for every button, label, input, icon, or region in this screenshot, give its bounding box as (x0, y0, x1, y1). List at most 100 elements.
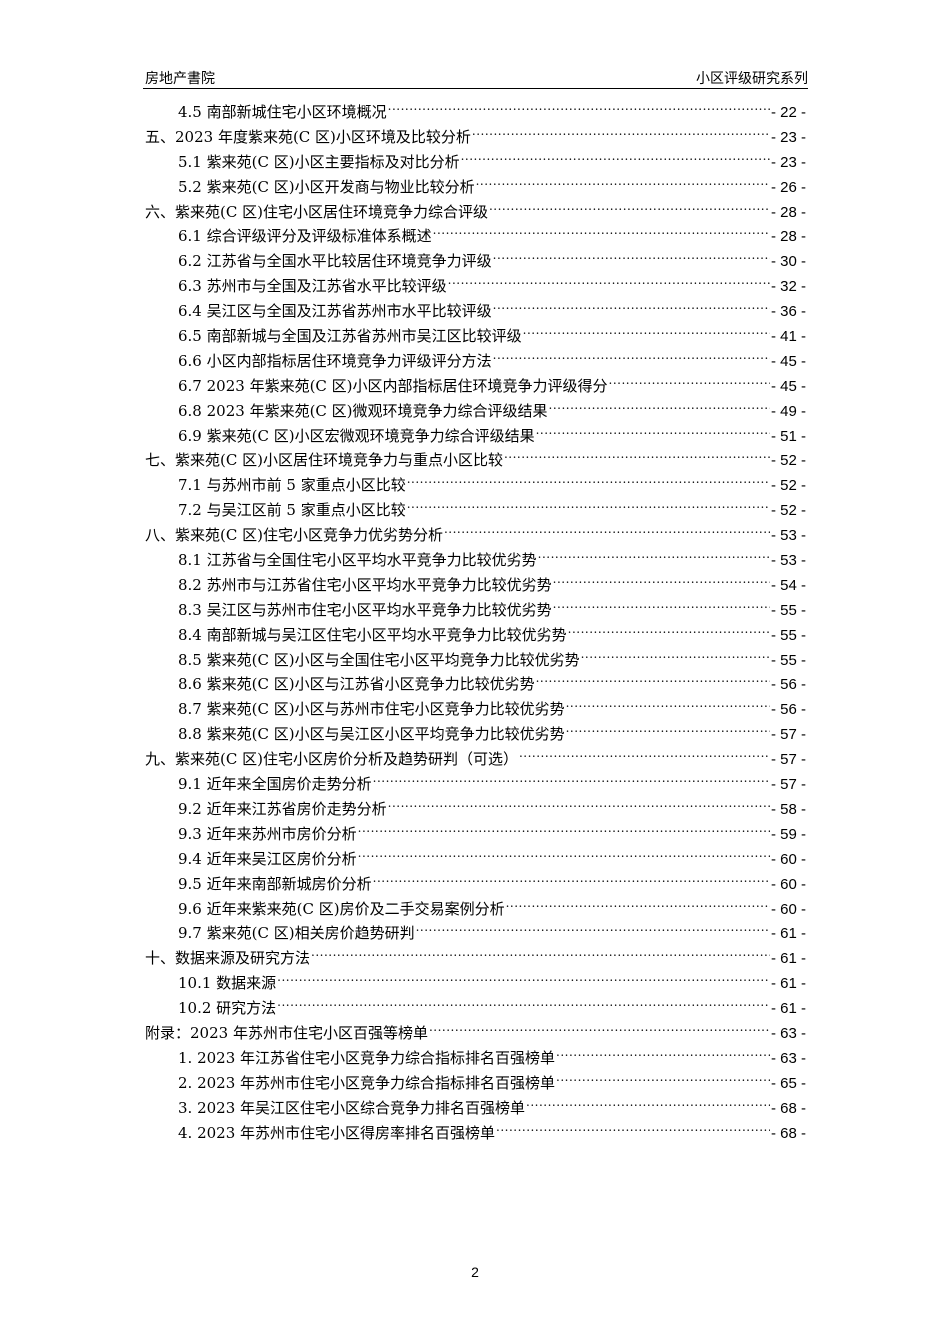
toc-entry[interactable]: 9.2 近年来江苏省房价走势分析 - 58 - (145, 798, 806, 823)
toc-entry-title: 8.3 吴江区与苏州市住宅小区平均水平竞争力比较优劣势 (178, 600, 552, 619)
toc-entry[interactable]: 9.4 近年来吴江区房价分析 - 60 - (145, 848, 806, 873)
toc-dot-leader (277, 997, 770, 1013)
toc-entry[interactable]: 附录：2023 年苏州市住宅小区百强等榜单 - 63 - (145, 1022, 806, 1047)
toc-entry-title: 1. 2023 年江苏省住宅小区竞争力综合指标排名百强榜单 (178, 1048, 556, 1067)
toc-entry-page: - 56 - (770, 701, 806, 719)
toc-dot-leader (277, 972, 770, 988)
toc-entry[interactable]: 8.4 南部新城与吴江区住宅小区平均水平竞争力比较优劣势 - 55 - (145, 624, 806, 649)
toc-entry[interactable]: 3. 2023 年吴江区住宅小区综合竞争力排名百强榜单 - 68 - (145, 1097, 806, 1122)
toc-entry[interactable]: 九、紫来苑(C 区)住宅小区房价分析及趋势研判（可选） - 57 - (145, 748, 806, 773)
toc-entry-title: 附录：2023 年苏州市住宅小区百强等榜单 (145, 1023, 428, 1042)
toc-entry-title: 10.1 数据来源 (178, 974, 277, 993)
toc-entry-page: - 65 - (770, 1074, 806, 1092)
toc-entry[interactable]: 8.7 紫来苑(C 区)小区与苏州市住宅小区竞争力比较优劣势 - 56 - (145, 698, 806, 723)
toc-entry[interactable]: 6.5 南部新城与全国及江苏省苏州市吴江区比较评级 - 41 - (145, 325, 806, 350)
toc-entry[interactable]: 6.9 紫来苑(C 区)小区宏微观环境竞争力综合评级结果 - 51 - (145, 425, 806, 450)
toc-dot-leader (526, 1097, 770, 1113)
toc-entry-title: 6.8 2023 年紫来苑(C 区)微观环境竞争力综合评级结果 (178, 401, 548, 420)
toc-entry-title: 6.6 小区内部指标居住环境竞争力评级评分方法 (178, 351, 492, 370)
toc-entry[interactable]: 6.8 2023 年紫来苑(C 区)微观环境竞争力综合评级结果 - 49 - (145, 400, 806, 425)
toc-entry[interactable]: 8.3 吴江区与苏州市住宅小区平均水平竞争力比较优劣势 - 55 - (145, 599, 806, 624)
toc-entry[interactable]: 8.1 江苏省与全国住宅小区平均水平竞争力比较优劣势 - 53 - (145, 549, 806, 574)
toc-dot-leader (493, 300, 770, 316)
toc-entry[interactable]: 2. 2023 年苏州市住宅小区竞争力综合指标排名百强榜单 - 65 - (145, 1072, 806, 1097)
toc-dot-leader (609, 375, 770, 391)
toc-entry[interactable]: 6.2 江苏省与全国水平比较居住环境竞争力评级 - 30 - (145, 250, 806, 275)
toc-entry-title: 6.1 综合评级评分及评级标准体系概述 (178, 227, 432, 246)
toc-entry-page: - 22 - (770, 104, 806, 121)
toc-dot-leader (538, 549, 770, 565)
toc-entry[interactable]: 6.4 吴江区与全国及江苏省苏州市水平比较评级 - 36 - (145, 300, 806, 325)
toc-entry-page: - 57 - (770, 751, 806, 769)
toc-entry-page: - 60 - (770, 875, 806, 893)
toc-entry-title: 6.2 江苏省与全国水平比较居住环境竞争力评级 (178, 252, 492, 271)
toc-dot-leader (506, 898, 770, 914)
toc-entry[interactable]: 10.1 数据来源 - 61 - (145, 972, 806, 997)
toc-dot-leader (549, 400, 770, 416)
toc-entry-title: 6.5 南部新城与全国及江苏省苏州市吴江区比较评级 (178, 327, 522, 346)
toc-entry-title: 9.5 近年来南部新城房价分析 (178, 874, 372, 893)
toc-entry-title: 7.2 与吴江区前 5 家重点小区比较 (178, 501, 406, 520)
toc-entry-title: 8.1 江苏省与全国住宅小区平均水平竞争力比较优劣势 (178, 551, 537, 570)
toc-entry-page: - 26 - (770, 178, 806, 196)
toc-entry-page: - 63 - (770, 1049, 806, 1067)
toc-entry-title: 6.4 吴江区与全国及江苏省苏州市水平比较评级 (178, 302, 492, 321)
toc-entry-page: - 55 - (770, 626, 806, 644)
toc-entry[interactable]: 6.7 2023 年紫来苑(C 区)小区内部指标居住环境竞争力评级得分 - 45 … (145, 375, 806, 400)
toc-dot-leader (553, 574, 770, 590)
toc-entry-title: 9.7 紫来苑(C 区)相关房价趋势研判 (178, 924, 415, 943)
toc-entry-page: - 52 - (770, 452, 806, 470)
toc-entry[interactable]: 7.2 与吴江区前 5 家重点小区比较 - 52 - (145, 499, 806, 524)
toc-entry-page: - 68 - (770, 1099, 806, 1117)
toc-entry[interactable]: 4.5 南部新城住宅小区环境概况 - 22 - (145, 101, 806, 126)
toc-entry[interactable]: 6.3 苏州市与全国及江苏省水平比较评级 - 32 - (145, 275, 806, 300)
toc-entry[interactable]: 5.2 紫来苑(C 区)小区开发商与物业比较分析 - 26 - (145, 176, 806, 201)
toc-entry-page: - 63 - (770, 1024, 806, 1042)
toc-entry[interactable]: 十、数据来源及研究方法 - 61 - (145, 947, 806, 972)
toc-dot-leader (493, 350, 770, 366)
toc-entry[interactable]: 9.3 近年来苏州市房价分析 - 59 - (145, 823, 806, 848)
toc-entry-page: - 55 - (770, 601, 806, 619)
toc-entry[interactable]: 八、紫来苑(C 区)住宅小区竞争力优劣势分析 - 53 - (145, 524, 806, 549)
toc-entry-page: - 57 - (770, 776, 806, 794)
toc-entry[interactable]: 4. 2023 年苏州市住宅小区得房率排名百强榜单 - 68 - (145, 1122, 806, 1147)
toc-entry[interactable]: 6.1 综合评级评分及评级标准体系概述 - 28 - (145, 225, 806, 250)
toc-entry-title: 十、数据来源及研究方法 (145, 949, 311, 968)
toc-entry[interactable]: 8.2 苏州市与江苏省住宅小区平均水平竞争力比较优劣势 - 54 - (145, 574, 806, 599)
toc-dot-leader (581, 649, 770, 665)
toc-entry[interactable]: 10.2 研究方法 - 61 - (145, 997, 806, 1022)
toc-entry[interactable]: 5.1 紫来苑(C 区)小区主要指标及对比分析 - 23 - (145, 151, 806, 176)
toc-dot-leader (373, 773, 770, 789)
toc-entry[interactable]: 9.5 近年来南部新城房价分析 - 60 - (145, 873, 806, 898)
toc-entry-title: 8.5 紫来苑(C 区)小区与全国住宅小区平均竞争力比较优劣势 (178, 650, 580, 669)
toc-dot-leader (358, 848, 770, 864)
toc-entry-page: - 56 - (770, 676, 806, 694)
toc-entry-page: - 45 - (770, 377, 806, 395)
toc-entry[interactable]: 8.8 紫来苑(C 区)小区与吴江区小区平均竞争力比较优劣势 - 57 - (145, 723, 806, 748)
toc-dot-leader (568, 624, 770, 640)
toc-entry-title: 九、紫来苑(C 区)住宅小区房价分析及趋势研判（可选） (145, 750, 518, 769)
toc-entry-title: 9.6 近年来紫来苑(C 区)房价及二手交易案例分析 (178, 899, 505, 918)
toc-entry[interactable]: 六、紫来苑(C 区)住宅小区居住环境竞争力综合评级 - 28 - (145, 201, 806, 226)
toc-dot-leader (496, 1122, 770, 1138)
toc-dot-leader (429, 1022, 770, 1038)
toc-entry-title: 6.7 2023 年紫来苑(C 区)小区内部指标居住环境竞争力评级得分 (178, 376, 608, 395)
toc-entry[interactable]: 8.5 紫来苑(C 区)小区与全国住宅小区平均竞争力比较优劣势 - 55 - (145, 649, 806, 674)
toc-entry-page: - 60 - (770, 850, 806, 868)
toc-dot-leader (433, 225, 770, 241)
toc-entry[interactable]: 1. 2023 年江苏省住宅小区竞争力综合指标排名百强榜单 - 63 - (145, 1047, 806, 1072)
toc-entry[interactable]: 9.6 近年来紫来苑(C 区)房价及二手交易案例分析 - 60 - (145, 898, 806, 923)
toc-dot-leader (489, 201, 770, 217)
toc-dot-leader (556, 1072, 770, 1088)
toc-entry[interactable]: 9.1 近年来全国房价走势分析 - 57 - (145, 773, 806, 798)
toc-entry[interactable]: 6.6 小区内部指标居住环境竞争力评级评分方法 - 45 - (145, 350, 806, 375)
toc-entry[interactable]: 9.7 紫来苑(C 区)相关房价趋势研判 - 61 - (145, 922, 806, 947)
toc-entry[interactable]: 8.6 紫来苑(C 区)小区与江苏省小区竞争力比较优劣势 - 56 - (145, 673, 806, 698)
toc-entry-page: - 41 - (770, 328, 806, 346)
toc-dot-leader (416, 922, 770, 938)
toc-entry-title: 8.7 紫来苑(C 区)小区与苏州市住宅小区竞争力比较优劣势 (178, 700, 565, 719)
toc-entry[interactable]: 七、紫来苑(C 区)小区居住环境竞争力与重点小区比较 - 52 - (145, 449, 806, 474)
toc-entry[interactable]: 7.1 与苏州市前 5 家重点小区比较 - 52 - (145, 474, 806, 499)
toc-dot-leader (407, 474, 770, 490)
toc-entry[interactable]: 五、2023 年度紫来苑(C 区)小区环境及比较分析 - 23 - (145, 126, 806, 151)
